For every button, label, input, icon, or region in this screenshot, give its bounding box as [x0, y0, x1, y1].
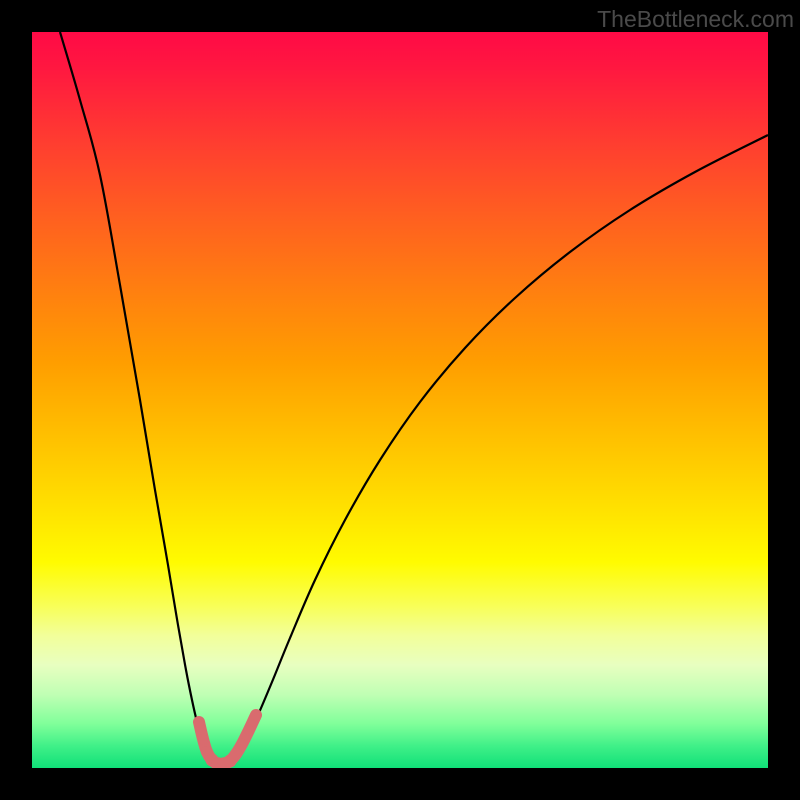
trough-marker-dot — [198, 734, 208, 744]
gradient-background — [32, 32, 768, 768]
trough-marker-dot — [194, 717, 204, 727]
watermark-text: TheBottleneck.com — [597, 6, 794, 33]
trough-marker-dot — [244, 725, 254, 735]
bottleneck-chart — [0, 0, 800, 800]
trough-marker-dot — [237, 739, 248, 750]
trough-marker-dot — [251, 710, 261, 720]
trough-marker-dot — [230, 748, 242, 760]
